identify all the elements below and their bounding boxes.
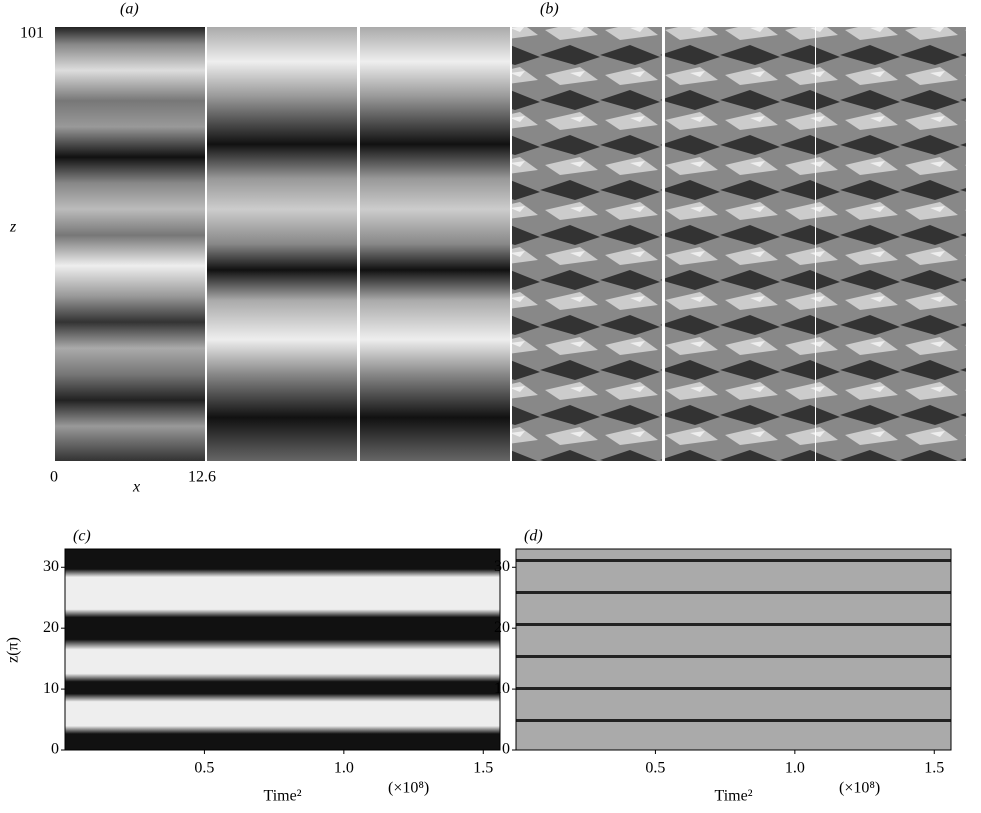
y-tick-label: 30 [494,558,510,575]
axis-label: Time² [715,788,753,805]
field-image [64,548,501,751]
field-image [207,27,357,461]
panel-label: (c) [73,528,91,545]
field-image [816,27,966,461]
field-image [512,27,662,461]
x-tick-label: 1.0 [334,760,354,777]
x-tick-label: 1.5 [924,760,944,777]
field-image [665,27,815,461]
axis-label: z(π) [5,637,22,663]
y-tick-label: 0 [51,741,59,758]
x-tick-label: 1.0 [785,760,805,777]
axis-scale-label: (×10⁸) [388,780,429,797]
field-image [360,27,510,461]
panel-label: (d) [524,528,543,545]
axis-label: z [9,219,17,236]
axis-max-label: 12.6 [188,469,216,486]
field-image [515,548,952,751]
y-tick-label: 20 [494,619,510,636]
axis-label: Time² [264,788,302,805]
y-tick-label: 10 [43,680,59,697]
y-tick-label: 20 [43,619,59,636]
axis-max-label: 101 [20,25,44,42]
axis-label: x [132,479,140,496]
y-tick-label: 30 [43,558,59,575]
y-tick-label: 0 [502,741,510,758]
x-tick-label: 0.5 [194,760,214,777]
x-tick-label: 1.5 [473,760,493,777]
panel-label: (a) [120,1,139,18]
axis-min-label: 0 [50,469,58,486]
x-tick-label: 0.5 [645,760,665,777]
field-image [55,27,205,461]
panel-label: (b) [540,1,559,18]
y-tick-label: 10 [494,680,510,697]
axis-scale-label: (×10⁸) [839,780,880,797]
